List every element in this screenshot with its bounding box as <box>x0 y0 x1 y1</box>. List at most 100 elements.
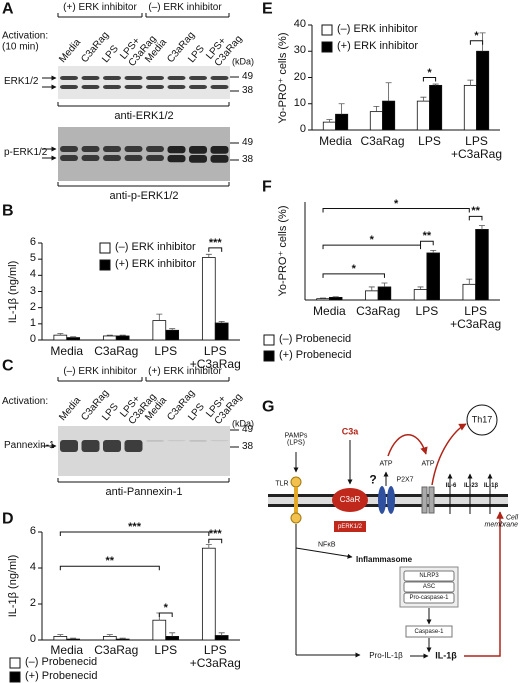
blot-band <box>60 76 78 80</box>
error-bar <box>169 632 176 637</box>
x-tick-label: Media <box>50 643 84 657</box>
blot-band <box>124 146 143 152</box>
significance-bracket <box>468 215 483 221</box>
y-tick-label: 3 <box>29 284 36 297</box>
bar <box>322 121 336 131</box>
diagram-label: PAMPs (LPS) <box>284 432 308 447</box>
x-tick-label: Media <box>313 304 346 318</box>
diagram-label: IL-1β <box>483 482 499 489</box>
x-tick-label: Media <box>319 134 352 148</box>
blot-band <box>189 76 207 80</box>
marker-label: 49 <box>242 70 254 82</box>
blot-band <box>103 440 121 452</box>
error-bar <box>205 544 212 549</box>
significance-label: * <box>351 263 356 276</box>
significance-bracket <box>420 240 434 246</box>
blot-band <box>124 76 143 80</box>
legend-label: (+) ERK inhibitor <box>115 258 197 271</box>
diagram-label: TLR <box>275 480 289 488</box>
bar <box>426 252 440 301</box>
blot-band <box>146 85 164 89</box>
perk-box <box>334 521 366 532</box>
caspase-box <box>405 625 453 638</box>
diagram-label: ASC <box>422 583 436 590</box>
error-bar <box>326 119 333 123</box>
bar <box>165 329 180 341</box>
blot-band <box>210 146 229 154</box>
blot-band <box>189 440 207 442</box>
y-tick-label: 4 <box>29 268 36 281</box>
legend-swatch <box>99 242 111 254</box>
significance-bracket <box>322 208 470 213</box>
y-tick-label: 2 <box>29 300 36 313</box>
legend-label: (+) Probenecid <box>279 349 352 362</box>
band-label: Pannexin-1 <box>4 439 55 451</box>
blot-band <box>167 85 186 89</box>
blot-band <box>60 155 78 161</box>
bar <box>53 334 68 341</box>
y-tick-label: 40 <box>293 18 306 31</box>
bar <box>102 335 117 341</box>
legend-swatch <box>321 41 333 53</box>
activation-label: Activation: <box>2 395 49 407</box>
blot-band <box>103 85 121 89</box>
x-tick-label: C3aRag <box>360 134 405 148</box>
blot-band <box>146 76 164 80</box>
activation-label: Activation: (10 min) <box>2 30 49 52</box>
bar <box>377 286 392 301</box>
bar <box>328 296 343 301</box>
significance-label: * <box>369 234 374 247</box>
significance-label: * <box>474 29 479 42</box>
error-bar <box>119 334 126 336</box>
error-bar <box>205 253 212 258</box>
bar <box>53 636 68 641</box>
bar <box>365 290 379 301</box>
legend-swatch <box>263 334 275 346</box>
y-tick-label: 2 <box>29 597 36 610</box>
legend-swatch <box>9 671 21 683</box>
x-tick-label: LPS +C3aRag <box>450 304 502 331</box>
error-bar <box>106 634 113 637</box>
legend-swatch <box>263 350 275 362</box>
bar <box>66 337 81 341</box>
blot-band <box>81 76 100 80</box>
error-bar <box>218 321 225 324</box>
blot-band <box>103 146 121 152</box>
significance-bracket <box>322 244 422 250</box>
blot-band <box>167 155 186 163</box>
error-bar <box>381 282 388 287</box>
blot-band <box>210 76 229 80</box>
blot-header: (+) ERK inhibitor <box>148 365 222 377</box>
error-bar <box>430 249 437 253</box>
diagram-label: ATP <box>379 460 393 468</box>
error-bar <box>218 632 225 636</box>
x-tick-label: LPS +C3aRag <box>189 643 241 670</box>
error-bar <box>466 278 473 285</box>
marker-label: 38 <box>242 84 254 96</box>
legend-swatch <box>9 657 21 669</box>
bar <box>201 547 216 641</box>
significance-label: ** <box>471 205 480 218</box>
blot-band <box>124 440 143 452</box>
error-bar <box>478 225 485 230</box>
diagram-label: NFκB <box>318 541 336 549</box>
diagram-label: Pro-caspase-1 <box>409 594 449 601</box>
c3ar-receptor <box>332 488 368 512</box>
blot-band <box>124 155 143 161</box>
y-axis-label: Yo-PRO⁺ cells (%) <box>277 205 290 297</box>
significance-bracket <box>208 247 223 252</box>
inflammasome-part <box>403 570 455 582</box>
blot-header: (+) ERK inhibitor <box>63 1 137 13</box>
antibody-label: anti-Pannexin-1 <box>105 486 183 499</box>
blot-band <box>210 155 229 163</box>
bar <box>102 636 117 641</box>
blot-band <box>60 440 78 452</box>
bar <box>165 636 180 641</box>
bar <box>115 335 130 341</box>
bar <box>462 283 477 301</box>
significance-bracket <box>208 538 223 544</box>
blot-band <box>60 85 78 89</box>
bar <box>214 635 229 641</box>
diagram-label: IL-1β <box>435 650 457 661</box>
significance-label: *** <box>208 237 222 250</box>
